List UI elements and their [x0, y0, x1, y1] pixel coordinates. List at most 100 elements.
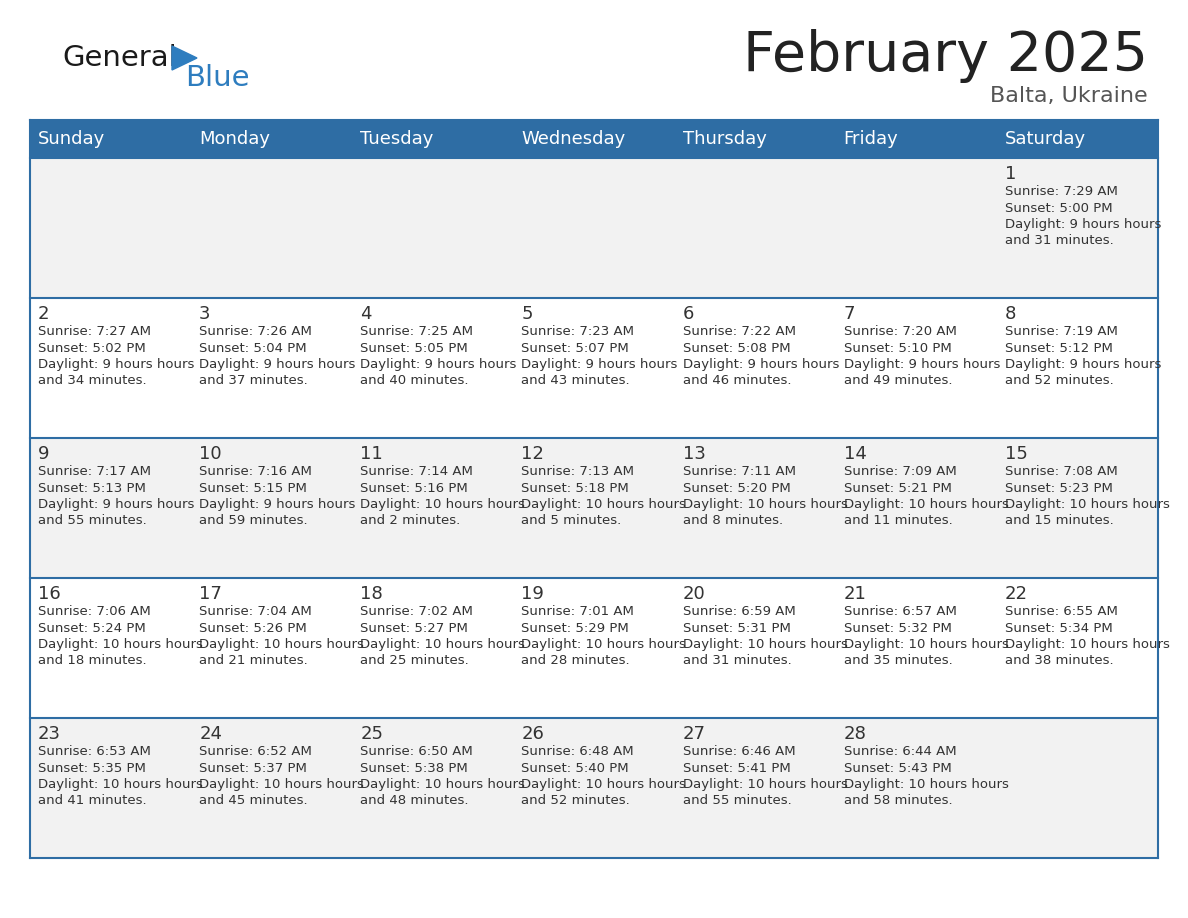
Bar [191, 158, 353, 298]
Bar [191, 438, 353, 578]
Text: 11: 11 [360, 445, 383, 463]
Text: Daylight: 10 hours hours: Daylight: 10 hours hours [360, 638, 525, 651]
Text: Sunset: 5:07 PM: Sunset: 5:07 PM [522, 341, 630, 354]
Text: Sunset: 5:00 PM: Sunset: 5:00 PM [1005, 201, 1112, 215]
Text: 5: 5 [522, 305, 533, 323]
Text: Sunset: 5:13 PM: Sunset: 5:13 PM [38, 482, 146, 495]
Bar [675, 298, 835, 438]
Text: Sunset: 5:04 PM: Sunset: 5:04 PM [200, 341, 307, 354]
Text: Sunrise: 6:46 AM: Sunrise: 6:46 AM [683, 745, 795, 758]
Text: Sunset: 5:41 PM: Sunset: 5:41 PM [683, 762, 790, 775]
Bar [513, 298, 675, 438]
Text: Sunrise: 6:53 AM: Sunrise: 6:53 AM [38, 745, 151, 758]
Text: Sunrise: 7:09 AM: Sunrise: 7:09 AM [843, 465, 956, 478]
Text: Daylight: 9 hours hours: Daylight: 9 hours hours [522, 358, 678, 371]
Text: Sunset: 5:18 PM: Sunset: 5:18 PM [522, 482, 630, 495]
Text: Sunrise: 6:52 AM: Sunrise: 6:52 AM [200, 745, 312, 758]
Text: and 40 minutes.: and 40 minutes. [360, 375, 469, 387]
Bar [835, 438, 997, 578]
Text: 27: 27 [683, 725, 706, 743]
Text: 6: 6 [683, 305, 694, 323]
Text: and 31 minutes.: and 31 minutes. [683, 655, 791, 667]
Bar [513, 438, 675, 578]
Text: 1: 1 [1005, 165, 1016, 183]
Bar [997, 718, 1158, 858]
Text: Monday: Monday [200, 130, 270, 148]
Text: 17: 17 [200, 585, 222, 603]
Text: Daylight: 9 hours hours: Daylight: 9 hours hours [360, 358, 517, 371]
Text: and 8 minutes.: and 8 minutes. [683, 514, 783, 528]
Text: and 58 minutes.: and 58 minutes. [843, 794, 953, 808]
Bar [30, 438, 191, 578]
Text: Sunrise: 7:11 AM: Sunrise: 7:11 AM [683, 465, 796, 478]
Bar [353, 438, 513, 578]
Text: Saturday: Saturday [1005, 130, 1086, 148]
Text: 24: 24 [200, 725, 222, 743]
Text: and 31 minutes.: and 31 minutes. [1005, 234, 1113, 248]
Text: Sunrise: 6:50 AM: Sunrise: 6:50 AM [360, 745, 473, 758]
Text: Sunset: 5:08 PM: Sunset: 5:08 PM [683, 341, 790, 354]
Text: Sunset: 5:23 PM: Sunset: 5:23 PM [1005, 482, 1113, 495]
Text: 18: 18 [360, 585, 383, 603]
Text: Sunrise: 6:59 AM: Sunrise: 6:59 AM [683, 605, 795, 618]
Text: Daylight: 10 hours hours: Daylight: 10 hours hours [683, 498, 847, 511]
Text: Daylight: 10 hours hours: Daylight: 10 hours hours [843, 778, 1009, 791]
Text: and 34 minutes.: and 34 minutes. [38, 375, 146, 387]
Text: Sunset: 5:35 PM: Sunset: 5:35 PM [38, 762, 146, 775]
Text: Sunrise: 7:06 AM: Sunrise: 7:06 AM [38, 605, 151, 618]
Text: and 46 minutes.: and 46 minutes. [683, 375, 791, 387]
Text: and 48 minutes.: and 48 minutes. [360, 794, 469, 808]
Bar [513, 578, 675, 718]
Bar [353, 718, 513, 858]
Text: Daylight: 10 hours hours: Daylight: 10 hours hours [843, 638, 1009, 651]
Text: Sunset: 5:34 PM: Sunset: 5:34 PM [1005, 621, 1113, 634]
Text: February 2025: February 2025 [742, 29, 1148, 83]
Text: Sunrise: 6:48 AM: Sunrise: 6:48 AM [522, 745, 634, 758]
Text: Sunset: 5:05 PM: Sunset: 5:05 PM [360, 341, 468, 354]
Text: 13: 13 [683, 445, 706, 463]
Text: 21: 21 [843, 585, 866, 603]
Text: Daylight: 9 hours hours: Daylight: 9 hours hours [683, 358, 839, 371]
Text: and 15 minutes.: and 15 minutes. [1005, 514, 1113, 528]
Text: and 18 minutes.: and 18 minutes. [38, 655, 146, 667]
Text: 9: 9 [38, 445, 50, 463]
Text: and 52 minutes.: and 52 minutes. [522, 794, 630, 808]
Text: 2: 2 [38, 305, 50, 323]
Text: Sunrise: 6:44 AM: Sunrise: 6:44 AM [843, 745, 956, 758]
Bar [30, 298, 191, 438]
Text: Sunrise: 7:16 AM: Sunrise: 7:16 AM [200, 465, 312, 478]
Text: Sunrise: 7:01 AM: Sunrise: 7:01 AM [522, 605, 634, 618]
Text: and 11 minutes.: and 11 minutes. [843, 514, 953, 528]
Bar [675, 438, 835, 578]
Text: Sunrise: 7:23 AM: Sunrise: 7:23 AM [522, 325, 634, 338]
Text: and 55 minutes.: and 55 minutes. [683, 794, 791, 808]
Text: Sunset: 5:12 PM: Sunset: 5:12 PM [1005, 341, 1113, 354]
Text: Sunday: Sunday [38, 130, 106, 148]
Text: Daylight: 9 hours hours: Daylight: 9 hours hours [38, 358, 195, 371]
Text: Daylight: 10 hours hours: Daylight: 10 hours hours [360, 498, 525, 511]
Text: Sunrise: 7:04 AM: Sunrise: 7:04 AM [200, 605, 312, 618]
Text: Daylight: 10 hours hours: Daylight: 10 hours hours [1005, 498, 1170, 511]
Text: Daylight: 10 hours hours: Daylight: 10 hours hours [38, 638, 203, 651]
Text: Daylight: 10 hours hours: Daylight: 10 hours hours [683, 638, 847, 651]
Text: Sunrise: 7:26 AM: Sunrise: 7:26 AM [200, 325, 312, 338]
Text: 10: 10 [200, 445, 222, 463]
Text: Sunrise: 7:29 AM: Sunrise: 7:29 AM [1005, 185, 1118, 198]
Text: and 55 minutes.: and 55 minutes. [38, 514, 147, 528]
Text: Tuesday: Tuesday [360, 130, 434, 148]
Bar [675, 718, 835, 858]
Text: and 41 minutes.: and 41 minutes. [38, 794, 146, 808]
Bar [997, 298, 1158, 438]
Text: 22: 22 [1005, 585, 1028, 603]
Bar [353, 158, 513, 298]
Text: and 28 minutes.: and 28 minutes. [522, 655, 630, 667]
Bar [191, 298, 353, 438]
Text: Daylight: 9 hours hours: Daylight: 9 hours hours [843, 358, 1000, 371]
Text: Daylight: 10 hours hours: Daylight: 10 hours hours [522, 778, 687, 791]
Bar [30, 718, 191, 858]
Text: Sunrise: 7:17 AM: Sunrise: 7:17 AM [38, 465, 151, 478]
Text: Sunrise: 7:25 AM: Sunrise: 7:25 AM [360, 325, 473, 338]
Text: Sunset: 5:24 PM: Sunset: 5:24 PM [38, 621, 146, 634]
Bar [835, 158, 997, 298]
Text: Daylight: 9 hours hours: Daylight: 9 hours hours [38, 498, 195, 511]
